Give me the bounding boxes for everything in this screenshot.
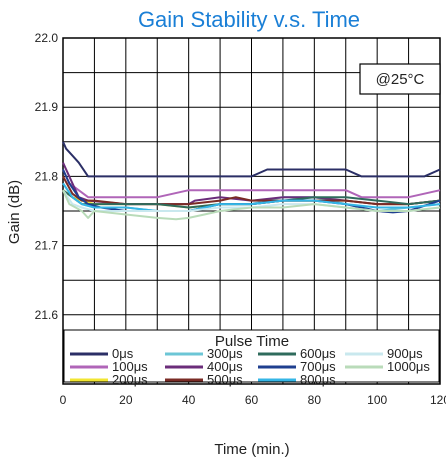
legend-label: 100μs <box>112 359 148 374</box>
y-tick-label: 21.7 <box>35 239 59 253</box>
series-line-100μs <box>62 169 441 199</box>
series-line-500μs <box>62 175 441 206</box>
legend-label: 0μs <box>112 346 134 361</box>
x-tick-label: 120 <box>430 393 446 407</box>
annotation-box <box>359 63 441 95</box>
annotation-text: @25°C <box>376 71 425 88</box>
legend-label: 1000μs <box>387 359 430 374</box>
legend-label: 300μs <box>207 346 243 361</box>
y-tick-label: 21.8 <box>35 169 59 183</box>
y-tick-label: 21.6 <box>35 308 59 322</box>
x-tick-label: 20 <box>119 393 133 407</box>
series-line-1000μs <box>62 189 441 221</box>
y-tick-label: 22.0 <box>35 31 59 45</box>
x-tick-label: 80 <box>308 393 322 407</box>
legend-label: 400μs <box>207 359 243 374</box>
legend-label: 700μs <box>300 359 336 374</box>
y-axis-label: Gain (dB) <box>6 180 23 244</box>
x-tick-label: 60 <box>245 393 259 407</box>
chart-title: Gain Stability v.s. Time <box>138 7 360 32</box>
temperature-annotation: @25°C <box>359 63 441 95</box>
series-line-0μs <box>62 141 441 178</box>
legend-label: 900μs <box>387 346 423 361</box>
series-layer <box>62 141 441 221</box>
x-tick-label: 40 <box>182 393 196 407</box>
legend-label: 600μs <box>300 346 336 361</box>
tick-labels: 0 20 40 60 80 100 120 21.6 21.7 21.8 21.9 22.0 <box>35 31 446 407</box>
legend-box <box>63 329 440 383</box>
series-line-800μs <box>62 182 441 212</box>
plot-frame <box>62 37 441 385</box>
legend-label: 500μs <box>207 372 243 387</box>
legend-label: 800μs <box>300 372 336 387</box>
y-tick-label: 21.9 <box>35 100 59 114</box>
x-axis-label: Time (min.) <box>214 441 289 458</box>
x-tick-label: 0 <box>60 393 67 407</box>
x-tick-label: 100 <box>367 393 387 407</box>
legend-label: 200μs <box>112 372 148 387</box>
legend-title: Pulse Time <box>215 333 289 350</box>
